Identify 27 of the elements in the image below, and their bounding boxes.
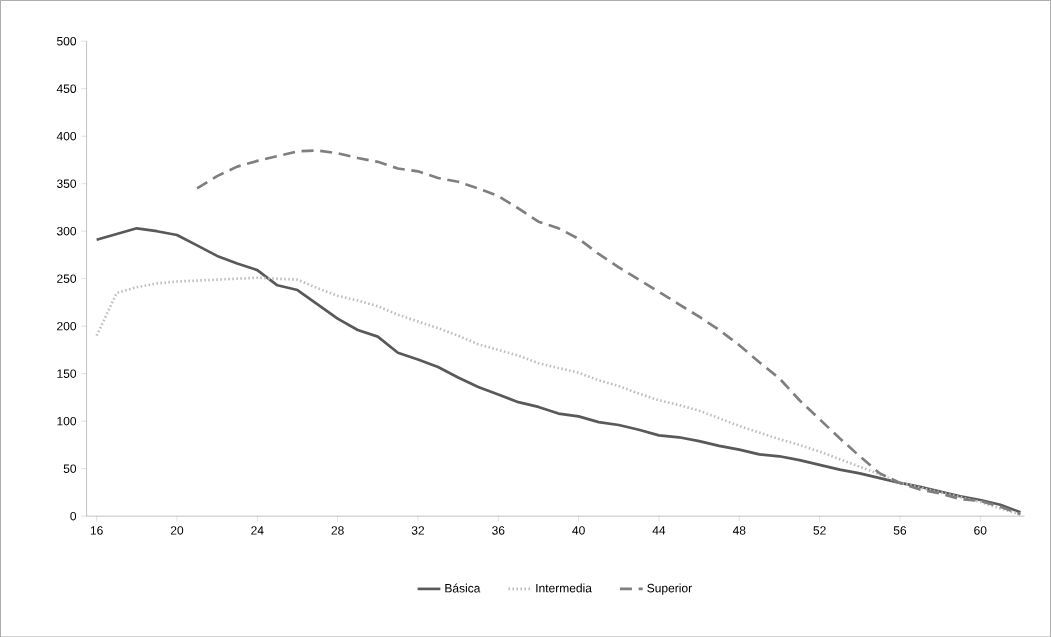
y-tick-label: 0 [70, 511, 77, 521]
x-tick-label: 28 [331, 525, 344, 535]
legend-label: Básica [445, 583, 481, 593]
x-tick-label: 52 [813, 525, 826, 535]
x-tick-label: 56 [893, 525, 907, 535]
x-tick-label: 40 [572, 525, 585, 535]
x-tick-label: 24 [251, 525, 264, 535]
y-tick-label: 100 [57, 416, 77, 426]
x-tick-label: 44 [652, 525, 666, 535]
y-tick-label: 300 [56, 226, 77, 236]
y-tick-label: 250 [57, 274, 77, 283]
y-tick-label: 200 [57, 321, 77, 331]
y-tick-label: 150 [57, 369, 77, 378]
y-tick-label: 450 [56, 84, 77, 93]
x-tick-label: 36 [492, 525, 505, 535]
y-tick-label: 50 [63, 464, 77, 473]
x-tick-label: 16 [90, 525, 103, 535]
y-tick-label: 350 [56, 179, 77, 188]
x-tick-label: 20 [170, 525, 184, 535]
line-series [195, 148, 1022, 516]
x-tick-label: 60 [974, 525, 987, 535]
legend-label: Superior [647, 583, 692, 595]
x-tick-label: 32 [411, 525, 425, 535]
legend-label: Intermedia [536, 583, 592, 593]
y-tick-label: 500 [56, 36, 77, 46]
x-tick-label: 48 [732, 525, 746, 535]
y-tick-label: 400 [56, 131, 77, 141]
